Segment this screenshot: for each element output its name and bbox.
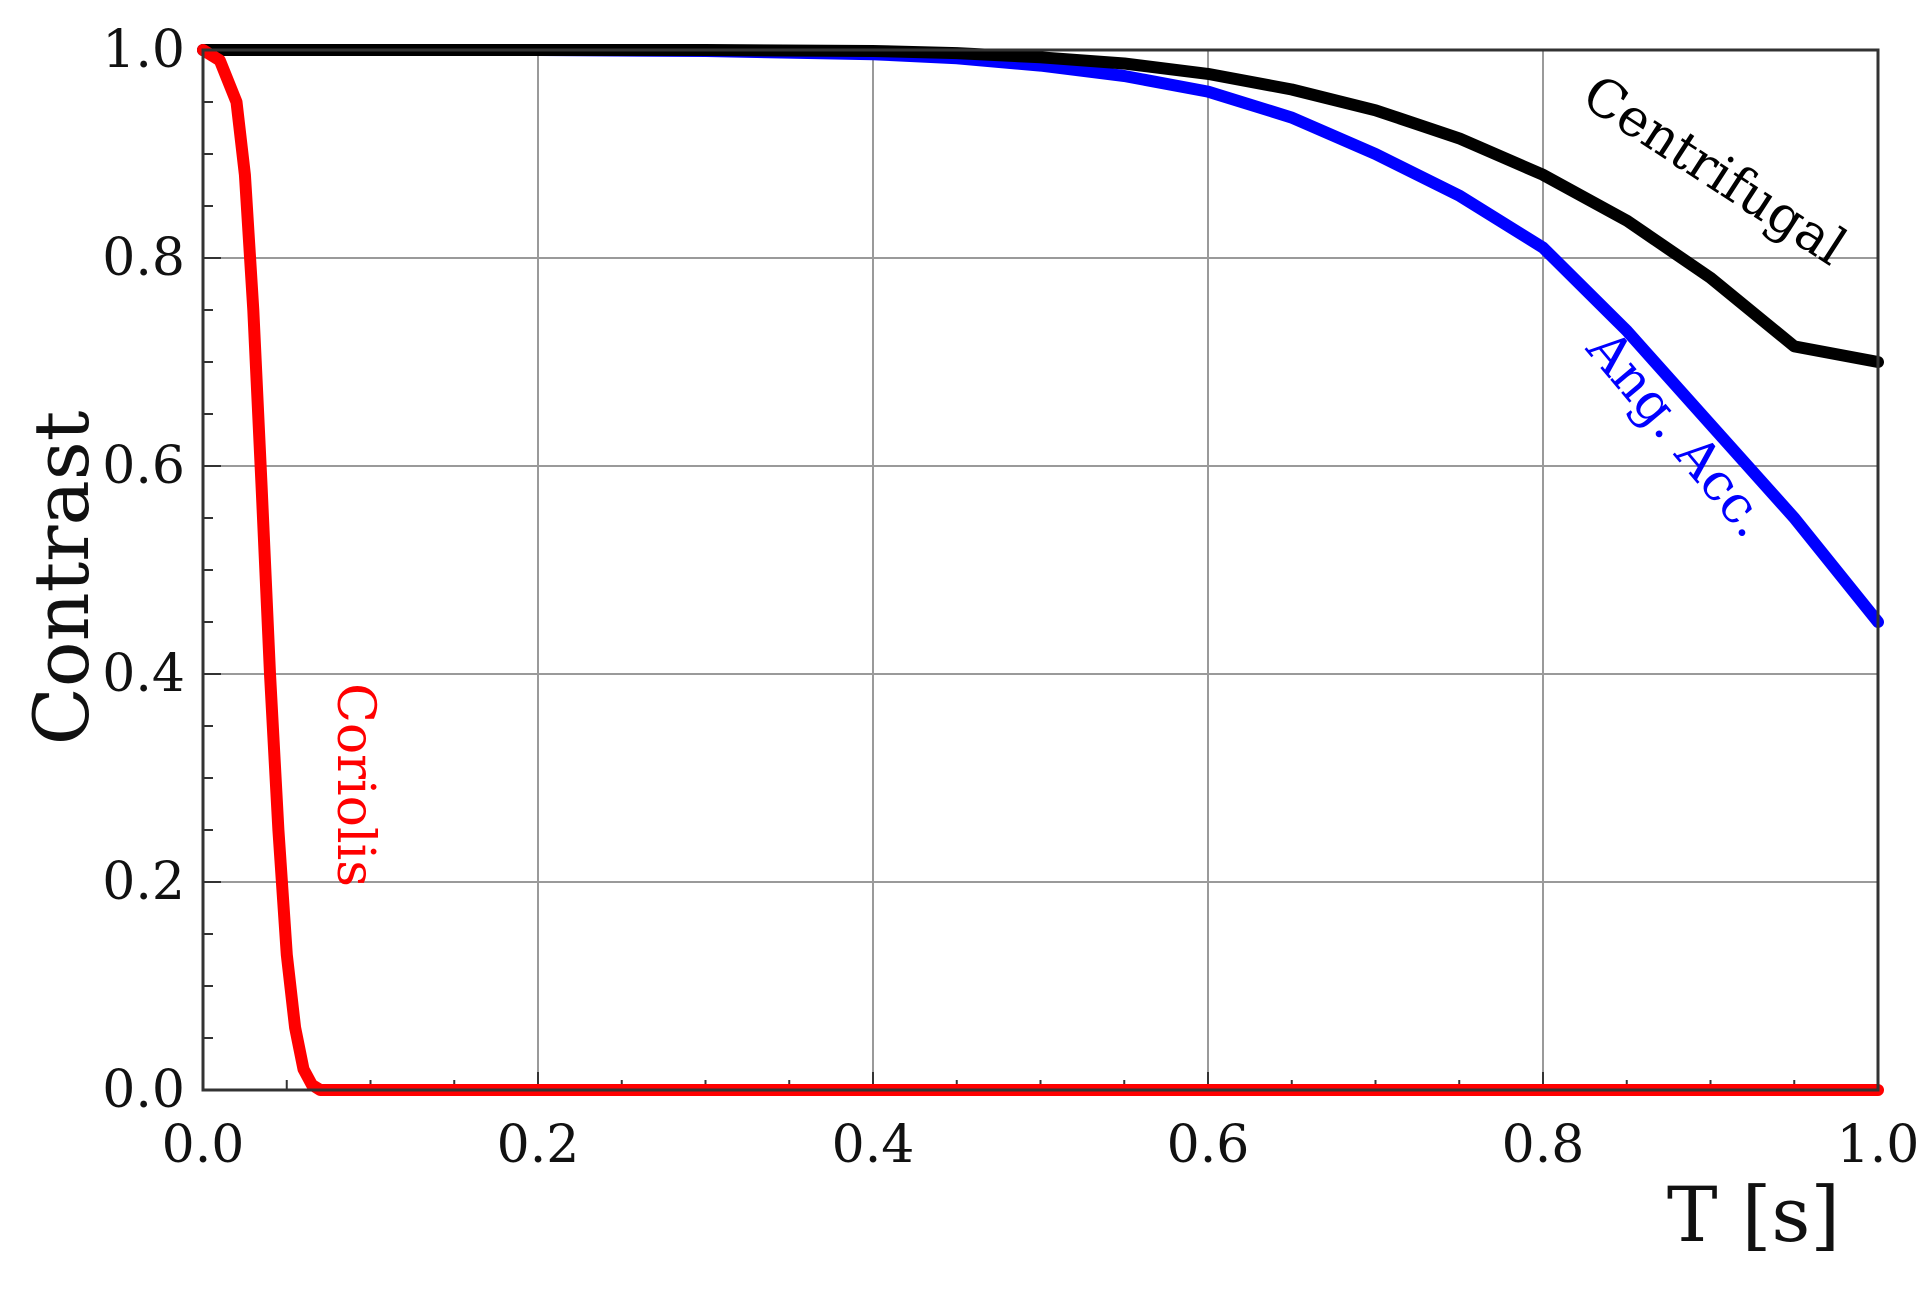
tick-labels: 0.0 0.2 0.4 0.6 0.8 1.0 0.0 0.2 0.4 0.6 0.8 1.0 xyxy=(102,20,1919,1175)
x-tick-label: 0.4 xyxy=(832,1115,915,1175)
y-tick-label: 0.2 xyxy=(102,852,185,912)
series-line-coriolis xyxy=(197,44,1884,1096)
axis-ticks xyxy=(202,49,1879,1091)
x-axis-title: T [s] xyxy=(1667,1170,1840,1259)
series-lines xyxy=(197,44,1884,1096)
x-tick-label: 0.8 xyxy=(1502,1115,1585,1175)
series-label-centrifugal: Centrifugal xyxy=(1572,64,1856,278)
y-tick-label: 0.0 xyxy=(102,1060,185,1120)
y-tick-label: 0.4 xyxy=(102,644,185,704)
series-label-coriolis: Coriolis xyxy=(325,683,385,887)
series-label-ang-acc: Ang. Acc. xyxy=(1574,318,1781,549)
y-tick-label: 0.6 xyxy=(102,436,185,496)
x-tick-label: 0.6 xyxy=(1167,1115,1250,1175)
y-axis-title: Contrast xyxy=(17,411,106,746)
y-tick-label: 1.0 xyxy=(102,20,185,80)
x-tick-label: 1.0 xyxy=(1837,1115,1920,1175)
x-tick-label: 0.0 xyxy=(162,1115,245,1175)
x-tick-label: 0.2 xyxy=(497,1115,580,1175)
grid-lines xyxy=(203,50,1878,1090)
y-tick-label: 0.8 xyxy=(102,228,185,288)
plot-frame xyxy=(201,48,1880,1092)
